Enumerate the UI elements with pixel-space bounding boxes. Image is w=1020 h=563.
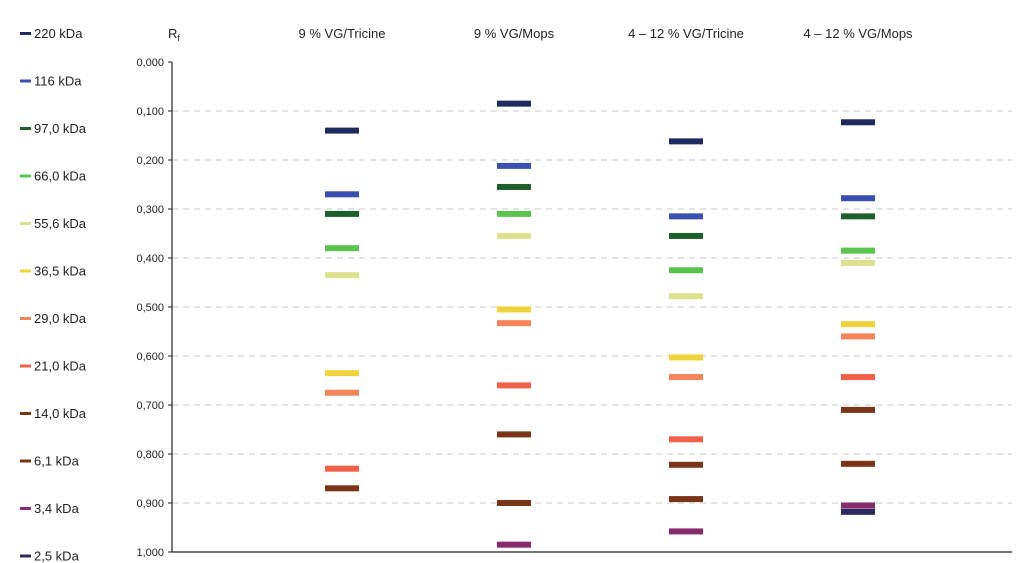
y-tick-label: 0,800 <box>136 449 164 461</box>
column-header: 4 – 12 % VG/Tricine <box>628 26 744 41</box>
legend-swatch <box>20 412 31 415</box>
band <box>325 191 359 198</box>
band <box>669 436 703 443</box>
band <box>497 232 531 239</box>
legend-swatch <box>20 317 31 320</box>
y-tick-label: 1,000 <box>136 547 164 559</box>
band <box>669 528 703 535</box>
band <box>841 213 875 220</box>
band <box>841 333 875 340</box>
legend-label: 36,5 kDa <box>34 264 87 279</box>
band <box>841 502 875 509</box>
y-tick-label: 0,900 <box>136 498 164 510</box>
legend-label: 55,6 kDa <box>34 216 87 231</box>
band <box>497 183 531 190</box>
band <box>841 460 875 467</box>
band <box>325 485 359 492</box>
legend-swatch <box>20 127 31 130</box>
legend-swatch <box>20 554 31 558</box>
legend-label: 66,0 kDa <box>34 169 87 184</box>
y-tick-label: 0,600 <box>136 351 164 363</box>
band <box>325 389 359 396</box>
column-header: 4 – 12 % VG/Mops <box>803 26 913 41</box>
band <box>497 500 531 506</box>
band <box>497 382 531 389</box>
column-headers: 9 % VG/Tricine 9 % VG/Mops 4 – 12 % VG/Tri… <box>299 26 914 41</box>
y-tick-label: 0,500 <box>136 302 164 314</box>
band <box>497 210 531 217</box>
band <box>841 259 875 266</box>
bands <box>325 100 875 548</box>
band <box>841 508 875 515</box>
band <box>841 119 875 126</box>
band <box>497 431 531 438</box>
column-header: 9 % VG/Mops <box>474 26 555 41</box>
y-tick-label: 0,100 <box>136 106 164 118</box>
band <box>325 210 359 217</box>
band <box>325 465 359 472</box>
band <box>325 127 359 134</box>
grid <box>172 110 1012 504</box>
y-tick-label: 0,200 <box>136 155 164 167</box>
legend-label: 14,0 kDa <box>34 406 87 421</box>
y-tick-label: 0,300 <box>136 204 164 216</box>
band <box>669 354 703 361</box>
band <box>325 272 359 279</box>
band <box>669 374 703 381</box>
legend-swatch <box>20 32 31 35</box>
legend-label: 3,4 kDa <box>34 501 80 516</box>
band <box>669 461 703 468</box>
y-axis-label: Rf <box>168 26 180 43</box>
band <box>841 321 875 328</box>
legend-label: 6,1 kDa <box>34 454 80 469</box>
band <box>669 213 703 220</box>
legend-swatch <box>20 269 31 273</box>
legend-label: 116 kDa <box>34 74 82 89</box>
band <box>497 162 531 169</box>
band <box>325 245 359 252</box>
legend-label: 2,5 kDa <box>34 549 80 563</box>
column-header: 9 % VG/Tricine <box>299 26 386 41</box>
band <box>669 496 703 503</box>
band <box>497 100 531 107</box>
band <box>841 406 875 413</box>
legend: 220 kDa 116 kDa 97,0 kDa 66,0 kDa 55,6 kDa 36… <box>20 26 87 563</box>
legend-swatch <box>20 174 31 178</box>
y-tick-label: 0,000 <box>136 57 164 69</box>
band <box>841 195 875 202</box>
band <box>669 138 703 145</box>
y-tick-label: 0,700 <box>136 400 164 412</box>
y-axis: 0,000 0,100 0,200 0,300 0,400 0,500 0,600 0,700… <box>136 26 1012 559</box>
legend-label: 97,0 kDa <box>34 121 87 136</box>
band <box>669 267 703 274</box>
band <box>325 370 359 377</box>
band <box>841 374 875 381</box>
legend-swatch <box>20 222 31 225</box>
legend-swatch <box>20 79 31 83</box>
band <box>841 247 875 254</box>
legend-swatch <box>20 459 31 463</box>
legend-swatch <box>20 364 31 368</box>
band <box>497 320 531 327</box>
band <box>669 232 703 239</box>
legend-label: 29,0 kDa <box>34 311 87 326</box>
band <box>497 306 531 313</box>
y-tick-label: 0,400 <box>136 253 164 265</box>
band <box>497 541 531 548</box>
band <box>669 293 703 300</box>
legend-swatch <box>20 507 31 510</box>
legend-label: 220 kDa <box>34 26 83 41</box>
legend-label: 21,0 kDa <box>34 359 87 374</box>
